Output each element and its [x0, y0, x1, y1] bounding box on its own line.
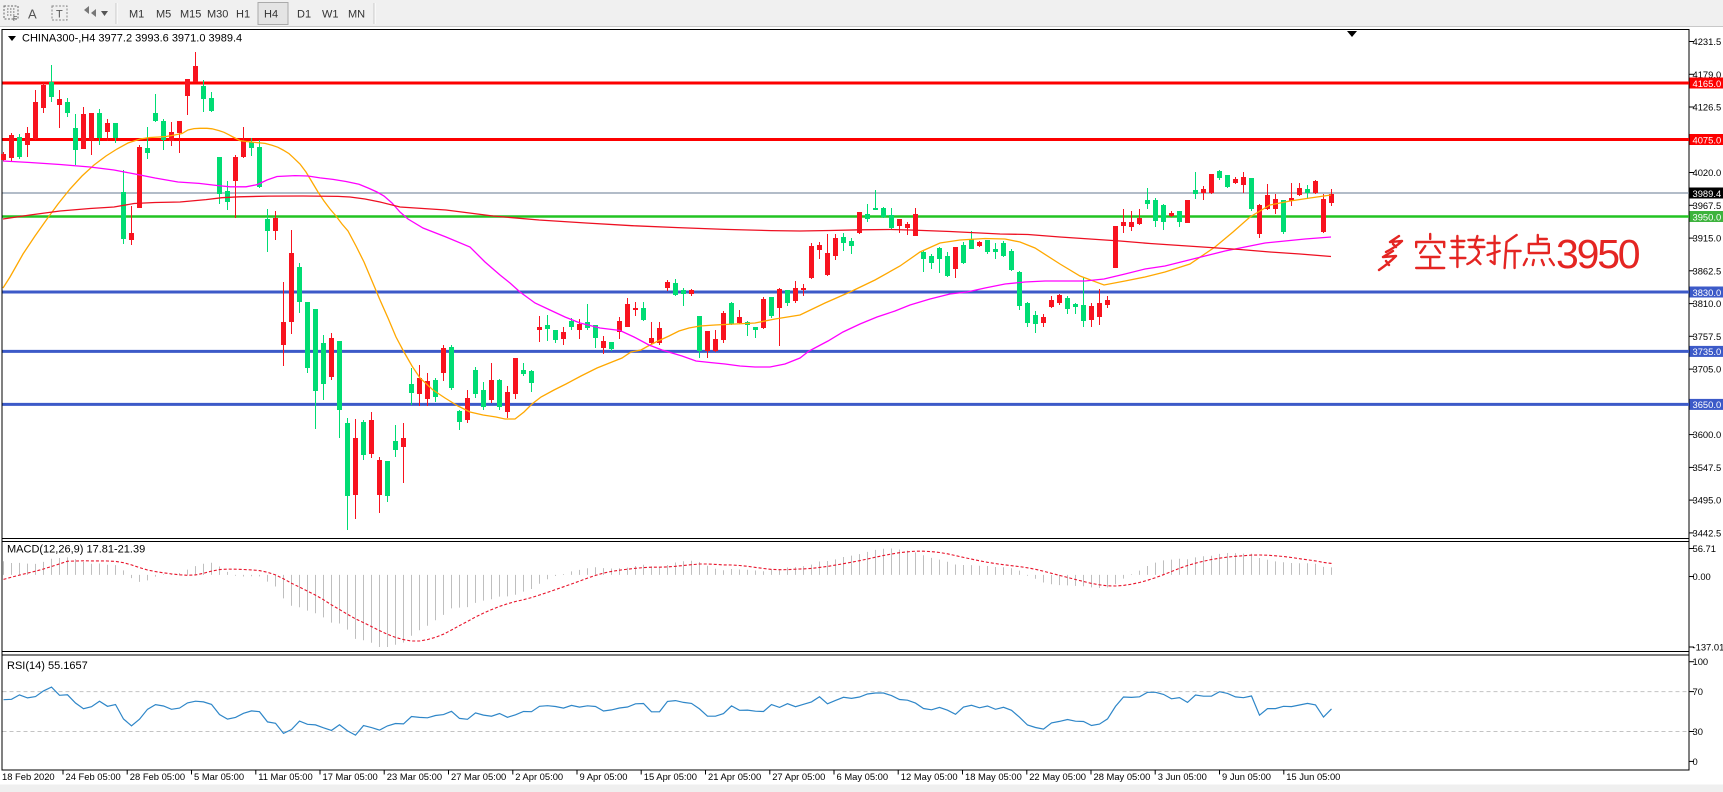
svg-text:3757.5: 3757.5 [1693, 331, 1722, 342]
svg-text:23 Mar 05:00: 23 Mar 05:00 [387, 771, 442, 782]
svg-text:4165.0: 4165.0 [1693, 78, 1722, 89]
svg-text:3810.0: 3810.0 [1693, 298, 1722, 309]
svg-text:3862.5: 3862.5 [1693, 265, 1722, 276]
svg-text:3830.0: 3830.0 [1693, 287, 1722, 298]
svg-text:100: 100 [1693, 656, 1709, 667]
svg-text:4179.0: 4179.0 [1693, 69, 1722, 80]
svg-text:MN: MN [348, 9, 365, 21]
svg-text:MACD(12,26,9) 17.81-21.39: MACD(12,26,9) 17.81-21.39 [7, 544, 145, 556]
svg-text:H4: H4 [264, 9, 278, 21]
svg-text:D1: D1 [297, 9, 311, 21]
svg-text:3967.5: 3967.5 [1693, 200, 1722, 211]
svg-text:3705.0: 3705.0 [1693, 364, 1722, 375]
svg-text:RSI(14) 55.1657: RSI(14) 55.1657 [7, 660, 88, 672]
svg-text:22 May 05:00: 22 May 05:00 [1029, 771, 1086, 782]
svg-text:21 Apr 05:00: 21 Apr 05:00 [708, 771, 761, 782]
svg-text:4231.5: 4231.5 [1693, 36, 1722, 47]
svg-text:17 Mar 05:00: 17 Mar 05:00 [323, 771, 378, 782]
svg-text:28 Feb 05:00: 28 Feb 05:00 [130, 771, 185, 782]
svg-text:F: F [13, 16, 17, 23]
svg-text:5 Mar 05:00: 5 Mar 05:00 [194, 771, 244, 782]
svg-text:11 Mar 05:00: 11 Mar 05:00 [258, 771, 313, 782]
svg-text:H1: H1 [236, 9, 250, 21]
svg-text:W1: W1 [322, 9, 339, 21]
svg-text:70: 70 [1693, 686, 1703, 697]
svg-text:18 Feb 2020: 18 Feb 2020 [2, 771, 55, 782]
svg-text:3650.0: 3650.0 [1693, 399, 1722, 410]
svg-text:3989.4: 3989.4 [1693, 188, 1722, 199]
svg-text:3735.0: 3735.0 [1693, 346, 1722, 357]
svg-text:30: 30 [1693, 726, 1703, 737]
svg-text:4075.0: 4075.0 [1693, 134, 1722, 145]
svg-text:T: T [56, 9, 63, 21]
svg-text:9 Apr 05:00: 9 Apr 05:00 [580, 771, 628, 782]
svg-text:3442.5: 3442.5 [1693, 527, 1722, 538]
svg-text:M30: M30 [207, 9, 228, 21]
svg-text:27 Apr 05:00: 27 Apr 05:00 [772, 771, 825, 782]
svg-text:28 May 05:00: 28 May 05:00 [1094, 771, 1151, 782]
svg-text:M15: M15 [180, 9, 201, 21]
svg-text:3 Jun 05:00: 3 Jun 05:00 [1158, 771, 1207, 782]
svg-text:3495.0: 3495.0 [1693, 495, 1722, 506]
svg-text:4020.0: 4020.0 [1693, 167, 1722, 178]
svg-text:0.00: 0.00 [1693, 571, 1711, 582]
svg-text:27 Mar 05:00: 27 Mar 05:00 [451, 771, 506, 782]
svg-text:2 Apr 05:00: 2 Apr 05:00 [515, 771, 563, 782]
svg-text:15 Jun 05:00: 15 Jun 05:00 [1286, 771, 1340, 782]
svg-text:12 May 05:00: 12 May 05:00 [901, 771, 958, 782]
svg-text:-137.01: -137.01 [1693, 642, 1723, 653]
svg-text:M1: M1 [129, 9, 144, 21]
svg-text:M5: M5 [156, 9, 171, 21]
svg-text:3950.0: 3950.0 [1693, 211, 1722, 222]
svg-text:6 May 05:00: 6 May 05:00 [837, 771, 889, 782]
svg-text:0: 0 [1693, 756, 1698, 767]
svg-text:15 Apr 05:00: 15 Apr 05:00 [644, 771, 697, 782]
svg-text:9 Jun 05:00: 9 Jun 05:00 [1222, 771, 1271, 782]
svg-text:3600.0: 3600.0 [1693, 429, 1722, 440]
svg-text:24 Feb 05:00: 24 Feb 05:00 [66, 771, 121, 782]
svg-text:4126.5: 4126.5 [1693, 102, 1722, 113]
svg-text:56.71: 56.71 [1693, 543, 1716, 554]
svg-text:CHINA300-,H4 3977.2 3993.6 39: CHINA300-,H4 3977.2 3993.6 3971.0 3989.4 [22, 33, 242, 45]
svg-text:3547.5: 3547.5 [1693, 462, 1722, 473]
svg-text:3950: 3950 [1556, 231, 1640, 277]
svg-text:18 May 05:00: 18 May 05:00 [965, 771, 1022, 782]
svg-text:3915.0: 3915.0 [1693, 233, 1722, 244]
svg-text:A: A [28, 7, 37, 22]
